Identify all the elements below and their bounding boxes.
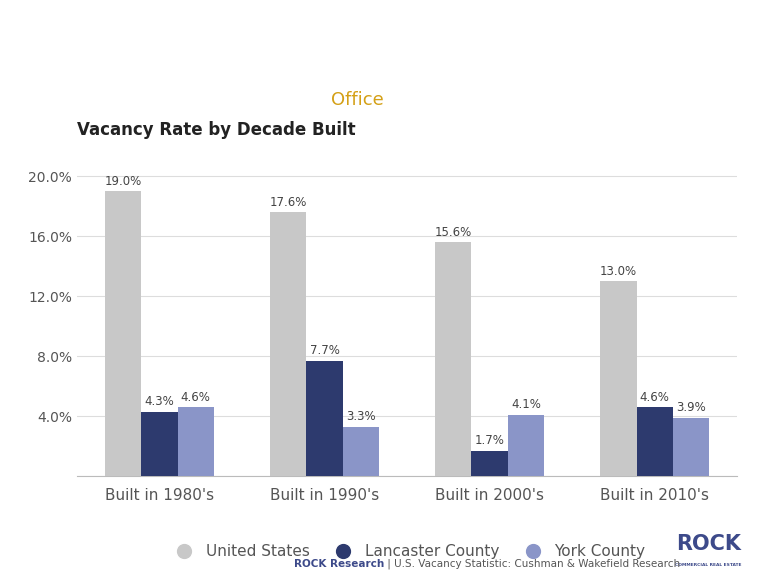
Text: | U.S. Vacancy Statistic: Cushman & Wakefield Research: | U.S. Vacancy Statistic: Cushman & Wake… (384, 558, 680, 569)
Text: COMMERCIAL REAL ESTATE: COMMERCIAL REAL ESTATE (675, 563, 742, 567)
Text: 4.6%: 4.6% (640, 390, 670, 404)
Text: 1.7%: 1.7% (475, 434, 505, 447)
Bar (270, 213, 306, 476)
Text: ROCK Research: ROCK Research (293, 558, 384, 569)
Bar (673, 418, 709, 476)
Text: Vacancy by Age of Building: Vacancy by Age of Building (384, 91, 635, 109)
Text: ROCK: ROCK (676, 535, 741, 554)
Bar (141, 412, 177, 476)
Text: 17.6%: 17.6% (270, 196, 307, 209)
Bar (601, 281, 637, 476)
Text: Local vs. National Comparison: Local vs. National Comparison (111, 28, 657, 62)
Bar (637, 407, 673, 476)
Text: 4.3%: 4.3% (144, 395, 174, 408)
Bar (177, 407, 214, 476)
Bar (306, 361, 343, 476)
Bar (435, 242, 472, 476)
Text: 19.0%: 19.0% (104, 175, 141, 188)
Text: Vacancy Rate by Decade Built: Vacancy Rate by Decade Built (77, 121, 356, 139)
Text: 15.6%: 15.6% (435, 225, 472, 239)
Bar (472, 451, 508, 476)
Text: 3.9%: 3.9% (676, 401, 706, 414)
Bar (508, 415, 544, 476)
Bar (343, 427, 379, 476)
Text: 4.6%: 4.6% (180, 390, 210, 404)
Bar (105, 192, 141, 476)
Text: 3.3%: 3.3% (346, 410, 376, 423)
Text: 7.7%: 7.7% (310, 344, 339, 357)
Text: 13.0%: 13.0% (600, 265, 637, 278)
Text: Office: Office (331, 91, 384, 109)
Legend: United States, Lancaster County, York County: United States, Lancaster County, York Co… (163, 538, 651, 565)
Text: 4.1%: 4.1% (511, 398, 541, 411)
